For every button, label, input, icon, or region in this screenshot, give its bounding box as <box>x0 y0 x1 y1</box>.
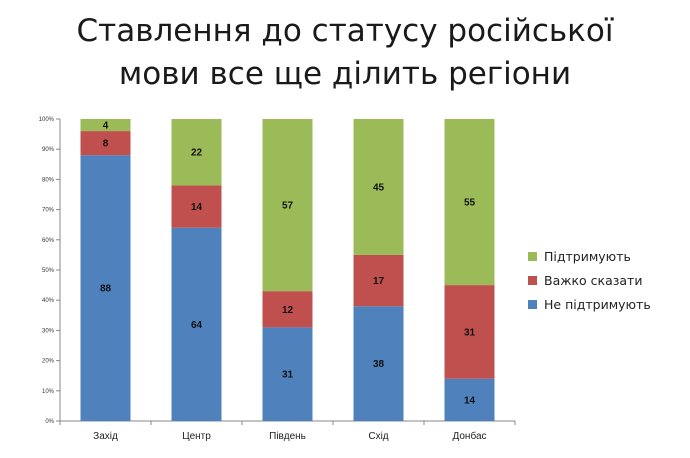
data-label: 4 <box>103 121 109 132</box>
y-tick-label: 60% <box>42 238 55 244</box>
data-label: 31 <box>464 327 476 338</box>
data-label: 38 <box>373 359 385 370</box>
data-label: 8 <box>103 139 109 150</box>
bar-segment <box>80 155 131 422</box>
bar-segment <box>444 285 495 379</box>
data-label: 31 <box>282 370 294 381</box>
bar-segment <box>444 119 495 286</box>
y-tick-label: 30% <box>42 328 55 334</box>
x-tick-label: Південь <box>269 431 306 442</box>
y-tick-label: 20% <box>42 359 55 365</box>
bar-segment <box>353 306 404 421</box>
bar-segment <box>353 254 404 307</box>
legend-swatch <box>528 299 537 309</box>
legend-swatch <box>528 251 537 261</box>
bar-segment <box>262 327 313 421</box>
x-tick-label: Донбас <box>452 430 486 442</box>
data-label: 12 <box>282 305 294 316</box>
chart-title: Ставлення до статусу російської мови все… <box>0 10 690 96</box>
x-tick-label: Центр <box>182 431 211 442</box>
y-tick-label: 40% <box>42 298 55 304</box>
legend-label: Підтримують <box>544 248 631 264</box>
bar-segment <box>80 131 131 156</box>
legend-swatch <box>528 275 537 285</box>
data-label: 14 <box>464 395 476 406</box>
bar-segment <box>444 378 495 421</box>
y-tick-label: 10% <box>42 389 55 395</box>
title-line-2: мови все ще ділить регіони <box>118 56 572 92</box>
data-label: 45 <box>373 182 385 193</box>
x-tick-label: Схід <box>368 431 388 442</box>
chart-legend: Підтримують Важко сказати Не підтримують <box>528 244 651 316</box>
legend-label: Не підтримують <box>544 296 651 312</box>
bar-segment <box>171 185 222 228</box>
legend-item: Підтримують <box>528 244 651 268</box>
data-label: 22 <box>191 148 203 159</box>
data-label: 17 <box>373 276 385 287</box>
data-label: 55 <box>464 198 476 209</box>
data-label: 64 <box>191 320 203 331</box>
bar-segment <box>80 119 131 132</box>
bar-segment <box>262 119 313 292</box>
y-tick-label: 0% <box>45 419 54 425</box>
bar-segment <box>171 119 222 186</box>
y-tick-label: 90% <box>42 147 55 153</box>
bar-segment <box>353 119 404 255</box>
legend-label: Важко сказати <box>544 272 643 288</box>
title-line-1: Ставлення до статусу російської <box>76 13 614 49</box>
data-label: 14 <box>191 202 203 213</box>
data-label: 57 <box>282 201 294 212</box>
legend-item: Важко сказати <box>528 268 651 292</box>
y-tick-label: 50% <box>42 268 55 274</box>
y-tick-label: 100% <box>39 117 55 123</box>
y-tick-label: 80% <box>42 177 55 183</box>
bar-segment <box>262 291 313 328</box>
data-label: 88 <box>100 284 112 295</box>
x-tick-label: Захід <box>93 431 118 442</box>
bar-segment <box>171 227 222 421</box>
y-tick-label: 70% <box>42 208 55 214</box>
legend-item: Не підтримують <box>528 292 651 316</box>
